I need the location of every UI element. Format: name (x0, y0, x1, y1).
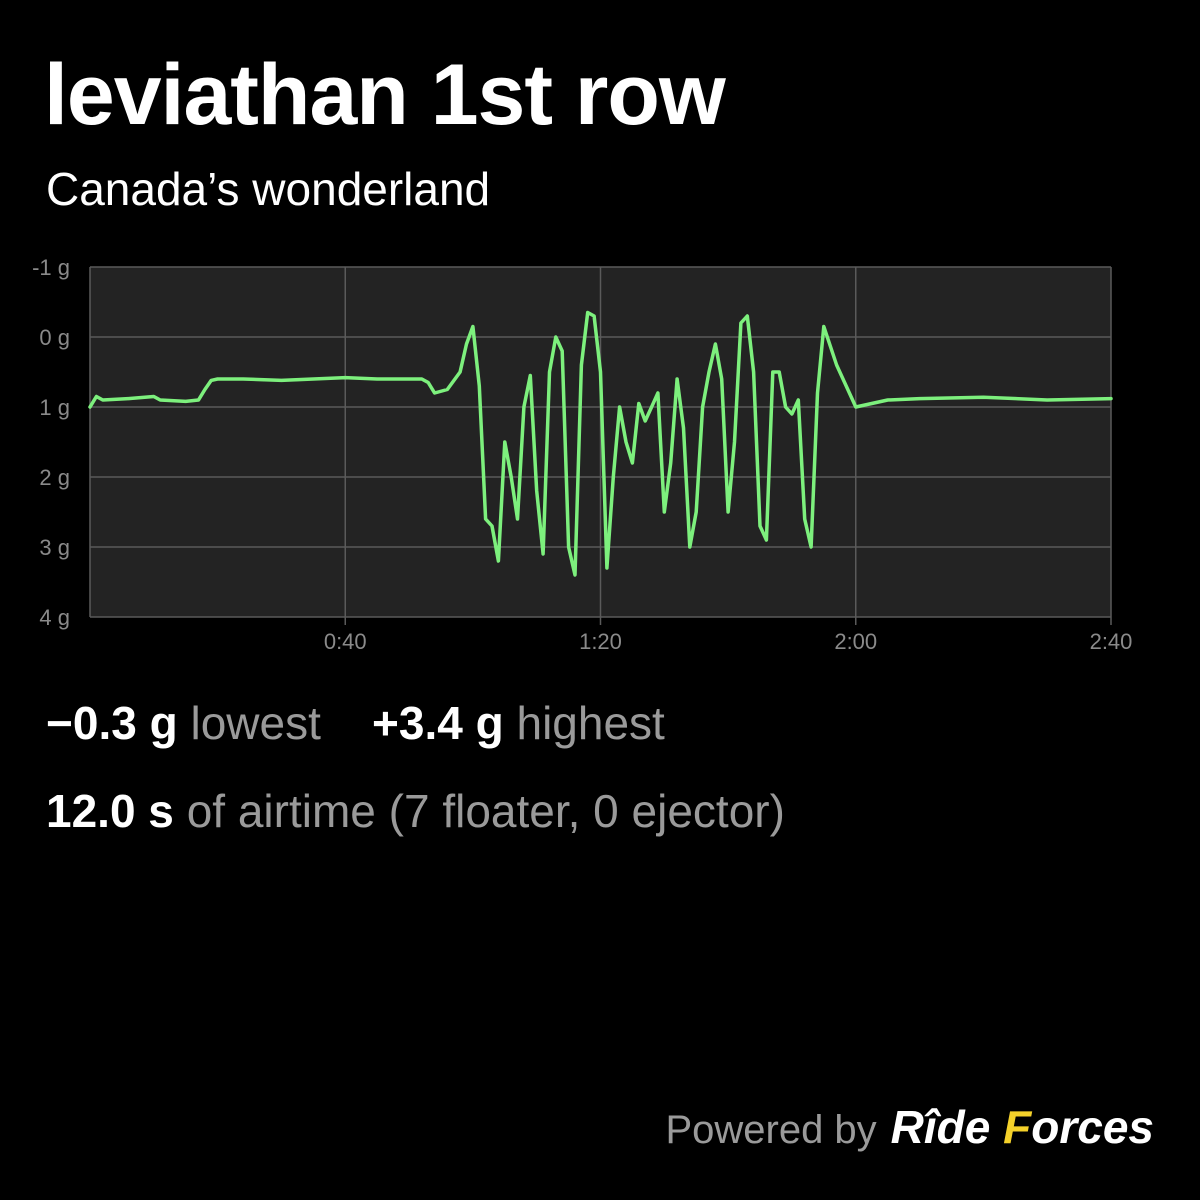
airtime-label: of airtime (7 floater, 0 ejector) (186, 785, 785, 837)
brand-f-arrow-icon: F (1003, 1101, 1032, 1153)
powered-by-footer: Powered by Rîde Forces (665, 1100, 1154, 1154)
y-tick-label: 2 g (39, 465, 70, 490)
brand-word-orces: orces (1031, 1101, 1154, 1153)
highest-g-value: +3.4 g (372, 697, 504, 749)
g-force-chart: -1 g 0 g 1 g 2 g 3 g 4 g 0:40 1:20 2:00 2:40 (32, 255, 1133, 654)
ride-title: leviathan 1st row (44, 47, 726, 143)
highest-g-label: highest (516, 697, 665, 749)
brand-word-ride: Rîde (890, 1101, 991, 1153)
powered-by-label: Powered by (665, 1108, 877, 1152)
x-tick-label: 1:20 (579, 629, 622, 654)
y-tick-label: 3 g (39, 535, 70, 560)
x-tick-label: 2:00 (834, 629, 877, 654)
y-tick-label: 0 g (39, 325, 70, 350)
x-tick-label: 2:40 (1090, 629, 1133, 654)
park-subtitle: Canada’s wonderland (46, 163, 491, 215)
g-force-series-line (88, 310, 1113, 577)
airtime-summary: 12.0 s of airtime (7 floater, 0 ejector) (46, 788, 785, 834)
lowest-g-label: lowest (190, 697, 321, 749)
g-force-extremes: −0.3 g lowest +3.4 g highest (46, 700, 665, 746)
y-tick-label: 1 g (39, 395, 70, 420)
y-tick-label: 4 g (39, 605, 70, 630)
ride-forces-logo: Rîde Forces (891, 1100, 1154, 1154)
x-tick-label: 0:40 (324, 629, 367, 654)
lowest-g-value: −0.3 g (46, 697, 178, 749)
y-tick-label: -1 g (32, 255, 70, 280)
airtime-value: 12.0 s (46, 785, 174, 837)
